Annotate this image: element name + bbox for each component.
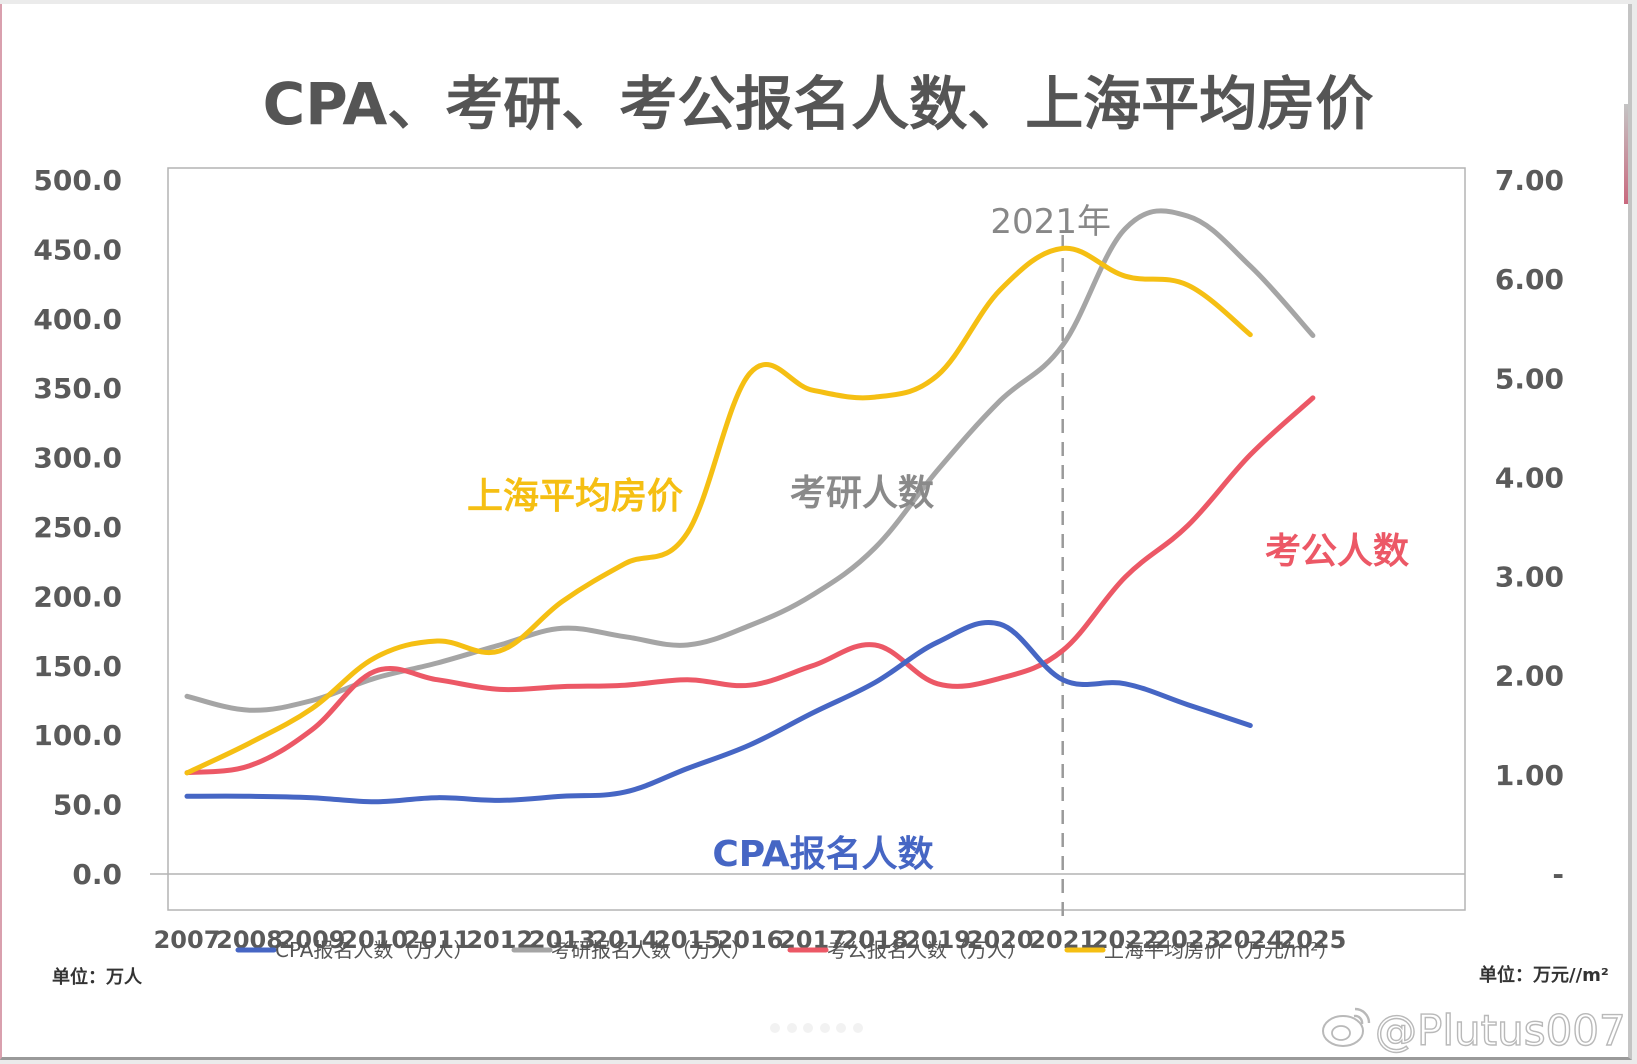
annotation-kaogong: 考公人数	[1265, 531, 1409, 572]
chart-title: CPA、考研、考公报名人数、上海平均房价	[263, 70, 1374, 138]
annotation-kaoyan: 考研人数	[790, 473, 934, 514]
x-axis-tick-label: 2015	[654, 926, 721, 954]
x-axis-tick-label: 2007	[154, 926, 221, 954]
right-axis-tick-label: 5.00	[1495, 362, 1564, 395]
annotation-cpa: CPA报名人数	[712, 834, 933, 875]
right-axis-tick-label: 3.00	[1495, 561, 1564, 594]
left-axis-unit: 单位：万人	[52, 966, 143, 988]
series-line-house-price	[184, 245, 1253, 776]
watermark: @Plutus007	[1322, 1005, 1626, 1056]
x-axis-tick-label: 2016	[717, 926, 784, 954]
right-axis-tick-label: 2.00	[1495, 660, 1564, 693]
x-axis-tick-label: 2019	[904, 926, 971, 954]
left-axis-tick-label: 500.0	[33, 164, 122, 197]
right-axis-tick-label: 1.00	[1495, 759, 1564, 792]
x-axis-tick-label: 2009	[279, 926, 346, 954]
left-axis-tick-label: 300.0	[33, 442, 122, 475]
legend-item-house-price: 上海平均房价（万元/m²）	[1064, 938, 1338, 962]
x-axis-tick-label: 2010	[341, 926, 408, 954]
legend-label: 考公报名人数（万人）	[827, 938, 1027, 962]
legend-item-cpa: CPA报名人数（万人）	[235, 938, 473, 962]
page-indicator	[770, 1023, 863, 1033]
series-line-cpa	[184, 620, 1253, 805]
x-axis-tick-label: 2023	[1154, 926, 1221, 954]
frame-edge	[1624, 104, 1628, 204]
left-axis-tick-label: 350.0	[33, 372, 122, 405]
right-axis-tick-label: 6.00	[1495, 263, 1564, 296]
left-axis-tick-label: 0.0	[72, 858, 122, 891]
x-axis-tick-label: 2020	[967, 926, 1034, 954]
right-axis-unit: 单位：万元//m²	[1479, 964, 1609, 986]
x-axis-tick-label: 2011	[404, 926, 471, 954]
series-layer	[184, 208, 1316, 805]
legend-label: 上海平均房价（万元/m²）	[1104, 938, 1338, 962]
left-axis-tick-label: 150.0	[33, 650, 122, 683]
x-axis-tick-label: 2024	[1217, 926, 1284, 954]
plot-area	[167, 167, 1466, 911]
x-axis-tick-label: 2014	[591, 926, 658, 954]
series-line-kaogong	[184, 395, 1316, 776]
legend-item-kaoyan: 考研报名人数（万人）	[511, 938, 751, 962]
right-axis-tick-label: 7.00	[1495, 164, 1564, 197]
weibo-logo-icon	[1322, 1007, 1371, 1047]
series-line-kaoyan	[184, 208, 1316, 713]
left-axis-tick-label: 450.0	[33, 233, 122, 266]
legend-label: 考研报名人数（万人）	[551, 938, 751, 962]
left-axis-tick-label: 200.0	[33, 580, 122, 613]
left-axis-tick-label: 100.0	[33, 719, 122, 752]
legend: CPA报名人数（万人） 考研报名人数（万人） 考公报名人数（万人） 上海平均房价（万元…	[235, 938, 1338, 962]
left-axis-tick-label: 400.0	[33, 303, 122, 336]
chart-frame	[0, 4, 1632, 1060]
right-axis-ticks: - 1.00 2.00 3.00 4.00 5.00 6.00 7.00	[1495, 164, 1564, 891]
legend-item-kaogong: 考公报名人数（万人）	[787, 938, 1027, 962]
annotation-house-price: 上海平均房价	[467, 476, 683, 517]
right-axis-tick-label: 4.00	[1495, 461, 1564, 494]
x-axis-tick-label: 2018	[842, 926, 909, 954]
left-axis-tick-label: 50.0	[53, 789, 122, 822]
reference-line-label: 2021年	[990, 202, 1111, 242]
watermark-text: @Plutus007	[1375, 1006, 1626, 1055]
x-axis-tick-label: 2025	[1280, 926, 1347, 954]
right-axis-tick-label: -	[1552, 858, 1564, 891]
left-axis-ticks: 0.0 50.0 100.0 150.0 200.0 250.0 300.0 350.0 400…	[33, 164, 122, 891]
legend-label: CPA报名人数（万人）	[275, 938, 473, 962]
left-axis-tick-label: 250.0	[33, 511, 122, 544]
